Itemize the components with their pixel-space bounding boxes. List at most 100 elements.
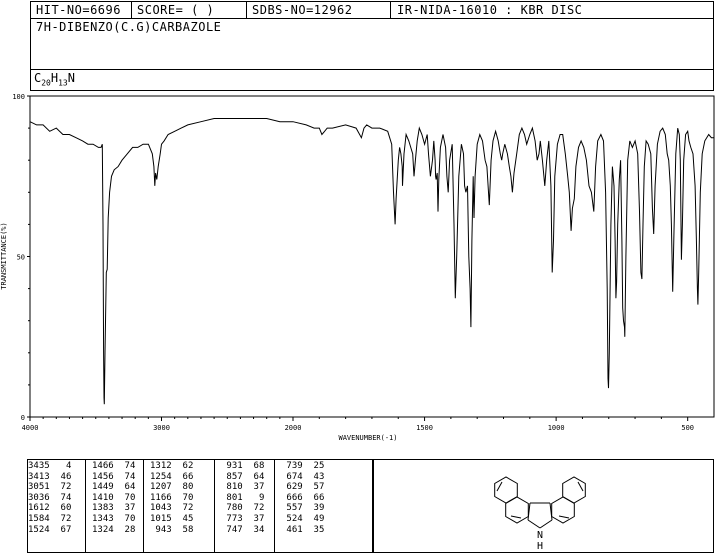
peak-transmittance: 72	[242, 503, 265, 514]
structure-bond	[527, 519, 541, 529]
peak-table-row: 1312 62	[150, 461, 193, 472]
peak-wavenumber: 1343	[92, 513, 114, 524]
peak-transmittance: 37	[242, 513, 265, 524]
peak-transmittance: 70	[113, 513, 136, 524]
peak-table-row: 1410 70	[92, 493, 135, 504]
peak-table-row: 3036 74	[28, 493, 71, 504]
peak-wavenumber: 943	[150, 524, 172, 535]
peak-transmittance: 66	[302, 492, 325, 503]
peak-transmittance: 37	[113, 503, 136, 514]
peak-table-row: 931 68	[221, 461, 264, 472]
peak-table-row: 557 39	[281, 503, 324, 514]
peak-transmittance: 74	[113, 461, 136, 471]
compound-name: 7H-DIBENZO(C.G)CARBAZOLE	[36, 20, 222, 34]
y-tick-label: 100	[12, 93, 25, 101]
peak-transmittance: 45	[171, 513, 194, 524]
peak-table-column: 3435 4 3413 46 3051 72 3036 74 1612 60 1584 7…	[28, 461, 71, 535]
peak-table-row: 3435 4	[28, 461, 71, 472]
peak-table-row: 674 43	[281, 472, 324, 483]
peak-table-row: 943 58	[150, 525, 193, 536]
peak-wavenumber: 666	[281, 492, 303, 503]
structure-bond	[510, 515, 522, 519]
peak-table-row: 739 25	[281, 461, 324, 472]
peak-table-row: 801 9	[221, 493, 264, 504]
peak-wavenumber: 747	[221, 524, 243, 535]
peak-table-row: 780 72	[221, 503, 264, 514]
peak-table-row: 810 37	[221, 482, 264, 493]
peak-transmittance: 74	[49, 492, 72, 503]
peak-wavenumber: 801	[221, 492, 243, 503]
score: SCORE= ( )	[137, 3, 215, 17]
peak-table-row: 1015 45	[150, 514, 193, 525]
header-row	[30, 1, 714, 19]
peak-table-row: 1524 67	[28, 525, 71, 536]
x-tick-label: 4000	[22, 424, 39, 432]
peak-wavenumber: 1254	[150, 471, 172, 482]
peak-wavenumber: 524	[281, 513, 303, 524]
header-frame	[30, 1, 714, 91]
peak-transmittance: 72	[49, 482, 72, 493]
peak-wavenumber: 3036	[28, 492, 50, 503]
peak-wavenumber: 3413	[28, 471, 50, 482]
sdbs-number: SDBS-NO=12962	[252, 3, 353, 17]
peak-table-row: 1383 37	[92, 503, 135, 514]
peak-wavenumber: 629	[281, 482, 303, 493]
peak-table-row: 1584 72	[28, 514, 71, 525]
peak-wavenumber: 1466	[92, 461, 114, 471]
peak-transmittance: 74	[113, 471, 136, 482]
header-separator	[390, 2, 391, 18]
peak-table-row: 747 34	[221, 525, 264, 536]
peak-wavenumber: 1456	[92, 471, 114, 482]
peak-transmittance: 70	[113, 492, 136, 503]
peak-table-row: 1449 64	[92, 482, 135, 493]
peak-transmittance: 43	[302, 471, 325, 482]
peak-wavenumber: 739	[281, 461, 303, 471]
peak-table-divider	[85, 459, 86, 552]
peak-table-column: 931 68 857 64 810 37 801 9 780 72 773 37…	[221, 461, 264, 535]
spectrum-line	[29, 118, 714, 405]
peak-table-divider	[143, 459, 144, 552]
peak-table-row: 857 64	[221, 472, 264, 483]
structure-nitrogen-label: N	[537, 530, 543, 541]
peak-table-row: 773 37	[221, 514, 264, 525]
peak-table-row: 1043 72	[150, 503, 193, 514]
peak-wavenumber: 780	[221, 503, 243, 514]
peak-table-row: 666 66	[281, 493, 324, 504]
peak-transmittance: 37	[242, 482, 265, 493]
formula-c-count: 20	[41, 78, 51, 88]
peak-wavenumber: 1612	[28, 503, 50, 514]
header-separator	[131, 2, 132, 18]
peak-table-row: 3413 46	[28, 472, 71, 483]
peak-wavenumber: 3051	[28, 482, 50, 493]
peak-table-row: 1254 66	[150, 472, 193, 483]
peak-wavenumber: 557	[281, 503, 303, 514]
peak-transmittance: 68	[242, 461, 265, 471]
peak-wavenumber: 1043	[150, 503, 172, 514]
peak-transmittance: 62	[171, 461, 194, 471]
peak-wavenumber: 3435	[28, 461, 50, 471]
peak-table-row: 629 57	[281, 482, 324, 493]
peak-transmittance: 49	[302, 513, 325, 524]
peak-transmittance: 64	[242, 471, 265, 482]
peak-wavenumber: 674	[281, 471, 303, 482]
peak-table-row: 1207 80	[150, 482, 193, 493]
peak-transmittance: 28	[113, 524, 136, 535]
peak-transmittance: 46	[49, 471, 72, 482]
peak-transmittance: 67	[49, 524, 72, 535]
peak-table-column: 1466 74 1456 74 1449 64 1410 70 1383 37 1343 …	[92, 461, 135, 535]
peak-table-column: 1312 62 1254 66 1207 80 1166 70 1043 72 1015 …	[150, 461, 193, 535]
peak-transmittance: 60	[49, 503, 72, 514]
peak-wavenumber: 1015	[150, 513, 172, 524]
peak-transmittance: 39	[302, 503, 325, 514]
y-axis-label: TRANSMITTANCE(%)	[0, 222, 8, 289]
peak-transmittance: 57	[302, 482, 325, 493]
structure-hydrogen-label: H	[537, 541, 543, 552]
peak-transmittance: 4	[49, 461, 72, 471]
structure-bond	[539, 519, 553, 529]
peak-table-divider	[214, 459, 215, 552]
peak-table-row: 1466 74	[92, 461, 135, 472]
peak-wavenumber: 857	[221, 471, 243, 482]
peak-wavenumber: 1410	[92, 492, 114, 503]
x-tick-label: 3000	[153, 424, 170, 432]
